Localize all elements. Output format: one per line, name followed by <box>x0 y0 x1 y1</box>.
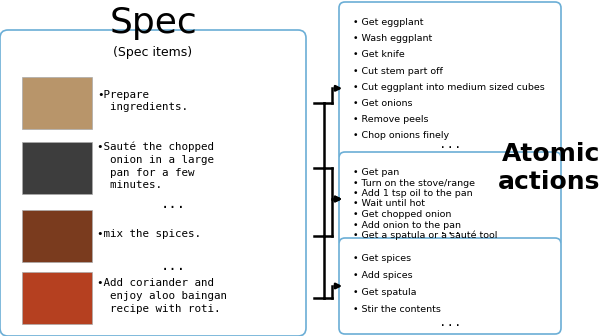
FancyBboxPatch shape <box>339 2 561 160</box>
Text: •Sauté the chopped
  onion in a large
  pan for a few
  minutes.: •Sauté the chopped onion in a large pan … <box>97 141 214 191</box>
Text: Atomic
actions: Atomic actions <box>498 142 600 194</box>
Text: ...: ... <box>439 316 461 329</box>
Text: • Add onion to the pan: • Add onion to the pan <box>353 220 461 229</box>
Text: • Cut eggplant into medium sized cubes: • Cut eggplant into medium sized cubes <box>353 83 545 92</box>
Text: • Get knife: • Get knife <box>353 50 405 59</box>
Bar <box>22 142 92 194</box>
Text: Spec: Spec <box>109 6 197 40</box>
Text: ...: ... <box>439 223 461 237</box>
Text: • Get onions: • Get onions <box>353 99 413 108</box>
Text: • Turn on the stove/range: • Turn on the stove/range <box>353 178 475 187</box>
Bar <box>22 77 92 129</box>
Text: • Wait until hot: • Wait until hot <box>353 200 425 209</box>
Text: ...: ... <box>161 197 185 211</box>
Text: • Remove peels: • Remove peels <box>353 115 428 124</box>
Text: • Get chopped onion: • Get chopped onion <box>353 210 451 219</box>
Bar <box>22 272 92 324</box>
Bar <box>22 210 92 262</box>
Text: • Get pan: • Get pan <box>353 168 399 177</box>
Text: ...: ... <box>161 259 185 273</box>
Text: • Get eggplant: • Get eggplant <box>353 18 423 27</box>
FancyBboxPatch shape <box>339 238 561 334</box>
FancyBboxPatch shape <box>0 30 306 336</box>
Text: •Add coriander and
  enjoy aloo baingan
  recipe with roti.: •Add coriander and enjoy aloo baingan re… <box>97 278 227 314</box>
Text: •Prepare
  ingredients.: •Prepare ingredients. <box>97 90 188 113</box>
Text: •mix the spices.: •mix the spices. <box>97 229 201 239</box>
Text: • Stir the contents: • Stir the contents <box>353 305 441 314</box>
Text: • Cut stem part off: • Cut stem part off <box>353 67 443 76</box>
Text: • Get spatula: • Get spatula <box>353 288 417 297</box>
Text: • Get a spatula or a sauté tool: • Get a spatula or a sauté tool <box>353 231 497 241</box>
Text: • Get spices: • Get spices <box>353 254 411 263</box>
Text: • Add 1 tsp oil to the pan: • Add 1 tsp oil to the pan <box>353 189 472 198</box>
FancyBboxPatch shape <box>339 152 561 246</box>
Text: • Add spices: • Add spices <box>353 271 413 280</box>
Text: (Spec items): (Spec items) <box>114 46 193 59</box>
Text: • Chop onions finely: • Chop onions finely <box>353 131 449 140</box>
Text: ...: ... <box>439 137 461 151</box>
Text: • Wash eggplant: • Wash eggplant <box>353 34 432 43</box>
